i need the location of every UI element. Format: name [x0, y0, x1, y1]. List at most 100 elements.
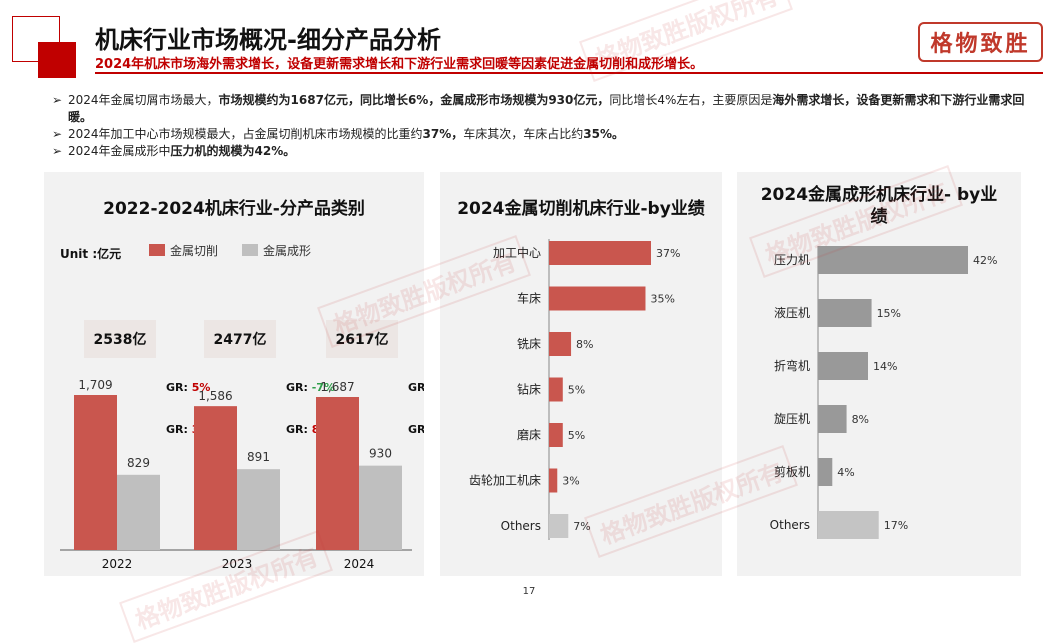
bar — [549, 286, 646, 311]
bar-value-label: 4% — [837, 466, 854, 479]
bar-value-label: 1,687 — [320, 380, 354, 394]
bullet-arrow-icon: ➢ — [52, 93, 63, 107]
growth-label-cutting: GR: 6% — [408, 381, 424, 394]
chart-title-cutting: 2024金属切削机床行业-by业绩 — [457, 199, 705, 219]
total-label: 2477亿 — [214, 331, 267, 348]
bar — [549, 468, 558, 493]
bar — [818, 246, 968, 274]
y-tick-label: 加工中心 — [493, 245, 541, 260]
total-label: 2617亿 — [336, 331, 389, 348]
bar-value-label: 7% — [573, 520, 590, 533]
growth-label-forming: GR: 4% — [408, 423, 424, 436]
bullet-item: ➢ 2024年金属切屑市场最大，市场规模约为1687亿元，同比增长6%，金属成形市… — [52, 92, 1042, 126]
bullet-plain-text: 车床其次，车床占比约 — [463, 127, 584, 141]
summary-bullets: ➢ 2024年金属切屑市场最大，市场规模约为1687亿元，同比增长6%，金属成形市… — [52, 92, 1042, 160]
bullet-arrow-icon: ➢ — [52, 127, 63, 141]
bar-value-label: 42% — [973, 254, 997, 267]
y-tick-label: 旋压机 — [774, 412, 810, 426]
chart-cutting-svg: 加工中心 37% 车床 35% 铣床 8% 钻床 5% 磨床 5% 齿轮加工机床 3% Others 7% — [469, 239, 680, 540]
bar-value-label: 5% — [568, 429, 585, 442]
page-subtitle: 2024年机床市场海外需求增长，设备更新需求增长和下游行业需求回暖等因素促进金属… — [95, 57, 704, 72]
y-tick-label: 液压机 — [774, 305, 810, 320]
bullet-bold-text: 市场规模约为1687亿元，同比增长6%，金属成形市场规模为930亿元， — [218, 93, 610, 107]
growth-value: -7% — [312, 381, 335, 394]
bar-value-label: 8% — [576, 338, 593, 351]
y-tick-label: 齿轮加工机床 — [469, 474, 541, 488]
total-box — [84, 320, 156, 358]
header-decoration-outline — [12, 16, 60, 62]
bar-cutting — [74, 395, 117, 550]
bar-value-label: 35% — [650, 293, 674, 306]
bar-forming — [117, 474, 160, 550]
bar — [818, 458, 833, 486]
y-tick-label: Others — [770, 518, 810, 532]
bullet-plain-text: 同比增长4%左右，主要原因是 — [609, 93, 773, 107]
chart-title-forming-line2: 绩 — [870, 207, 888, 227]
total-box — [204, 320, 276, 358]
bar-cutting — [194, 406, 237, 550]
bullet-item: ➢ 2024年加工中心市场规模最大，占金属切削机床市场规模的比重约37%，车床其次… — [52, 126, 1042, 143]
bar-value-label: 37% — [656, 247, 680, 260]
y-tick-label: 车床 — [517, 291, 541, 306]
bar — [818, 352, 868, 380]
bullet-plain-text: 2024年金属成形中 — [68, 144, 171, 158]
brand-logo: 格物致胜 — [918, 22, 1043, 62]
y-tick-label: 剪板机 — [774, 464, 810, 479]
bar-value-label: 891 — [247, 450, 270, 464]
bar — [818, 299, 872, 327]
chart-title-forming: 2024金属成形机床行业- by业 绩 — [737, 184, 1021, 228]
x-tick-label: 2022 — [102, 557, 133, 571]
chart-panel-category: 2022-2024机床行业-分产品类别 Unit :亿元 金属切削 金属成形 2538… — [44, 172, 424, 576]
header-decoration-square — [38, 42, 76, 78]
y-tick-label: 钻床 — [517, 382, 541, 397]
bar-value-label: 930 — [369, 447, 392, 461]
growth-label-cutting: GR: 5% — [166, 381, 210, 394]
legend-label: 金属成形 — [263, 243, 311, 258]
bullet-text: 2024年金属切屑市场最大，市场规模约为1687亿元，同比增长6%，金属成形市场… — [68, 92, 1042, 126]
bar-value-label: 8% — [852, 413, 869, 426]
chart-title-forming-line1: 2024金属成形机床行业- by业 — [760, 185, 998, 205]
bullet-item: ➢ 2024年金属成形中压力机的规模为42%。 — [52, 143, 1042, 160]
bar — [549, 514, 569, 538]
bar — [818, 405, 847, 433]
legend-label: 金属切削 — [170, 243, 218, 258]
bar-value-label: 14% — [873, 360, 897, 373]
header-divider — [95, 72, 1043, 74]
bullet-bold-text: 海外需求增长，设备更新需求和下游行业需求回暖。 — [68, 93, 1025, 124]
bar — [549, 423, 563, 447]
bar-value-label: 829 — [127, 456, 150, 470]
bar-value-label: 3% — [562, 475, 579, 488]
x-tick-label: 2023 — [222, 557, 253, 571]
brand-logo-text: 格物致胜 — [930, 31, 1031, 57]
y-tick-label: 折弯机 — [774, 358, 810, 373]
bar-cutting — [316, 396, 359, 550]
chart-forming-svg: 压力机 42% 液压机 15% 折弯机 14% 旋压机 8% 剪板机 4% Others 17% — [770, 246, 997, 539]
bar-value-label: 1,586 — [198, 389, 232, 403]
x-tick-label: 2024 — [344, 557, 375, 571]
bullet-text: 2024年加工中心市场规模最大，占金属切削机床市场规模的比重约37%，车床其次，… — [68, 126, 624, 143]
bullet-bold-text: 35%。 — [583, 127, 625, 141]
chart-panel-cutting: 2024金属切削机床行业-by业绩 加工中心 37% 车床 35% 铣床 8% 钻床 5% 磨床… — [440, 172, 722, 576]
bar-value-label: 15% — [877, 307, 901, 320]
bullet-plain-text: 2024年金属切屑市场最大， — [68, 93, 219, 107]
legend-swatch — [149, 244, 165, 256]
legend-swatch — [242, 244, 258, 256]
bar — [549, 377, 563, 402]
bar-forming — [237, 469, 280, 550]
page-title: 机床行业市场概况-细分产品分析 — [95, 26, 441, 54]
bullet-arrow-icon: ➢ — [52, 144, 63, 158]
bar-forming — [359, 465, 402, 550]
y-tick-label: Others — [501, 519, 541, 533]
bar-value-label: 1,709 — [78, 378, 112, 392]
bar — [549, 241, 651, 265]
growth-value: 5% — [192, 381, 211, 394]
page-number: 17 — [522, 586, 536, 597]
y-tick-label: 铣床 — [517, 337, 541, 351]
unit-label: Unit :亿元 — [60, 246, 121, 261]
total-box — [326, 320, 398, 358]
bar-value-label: 5% — [568, 384, 585, 397]
bullet-bold-text: 压力机的规模为42%。 — [170, 144, 296, 158]
bar — [549, 332, 572, 356]
y-tick-label: 磨床 — [517, 428, 541, 442]
